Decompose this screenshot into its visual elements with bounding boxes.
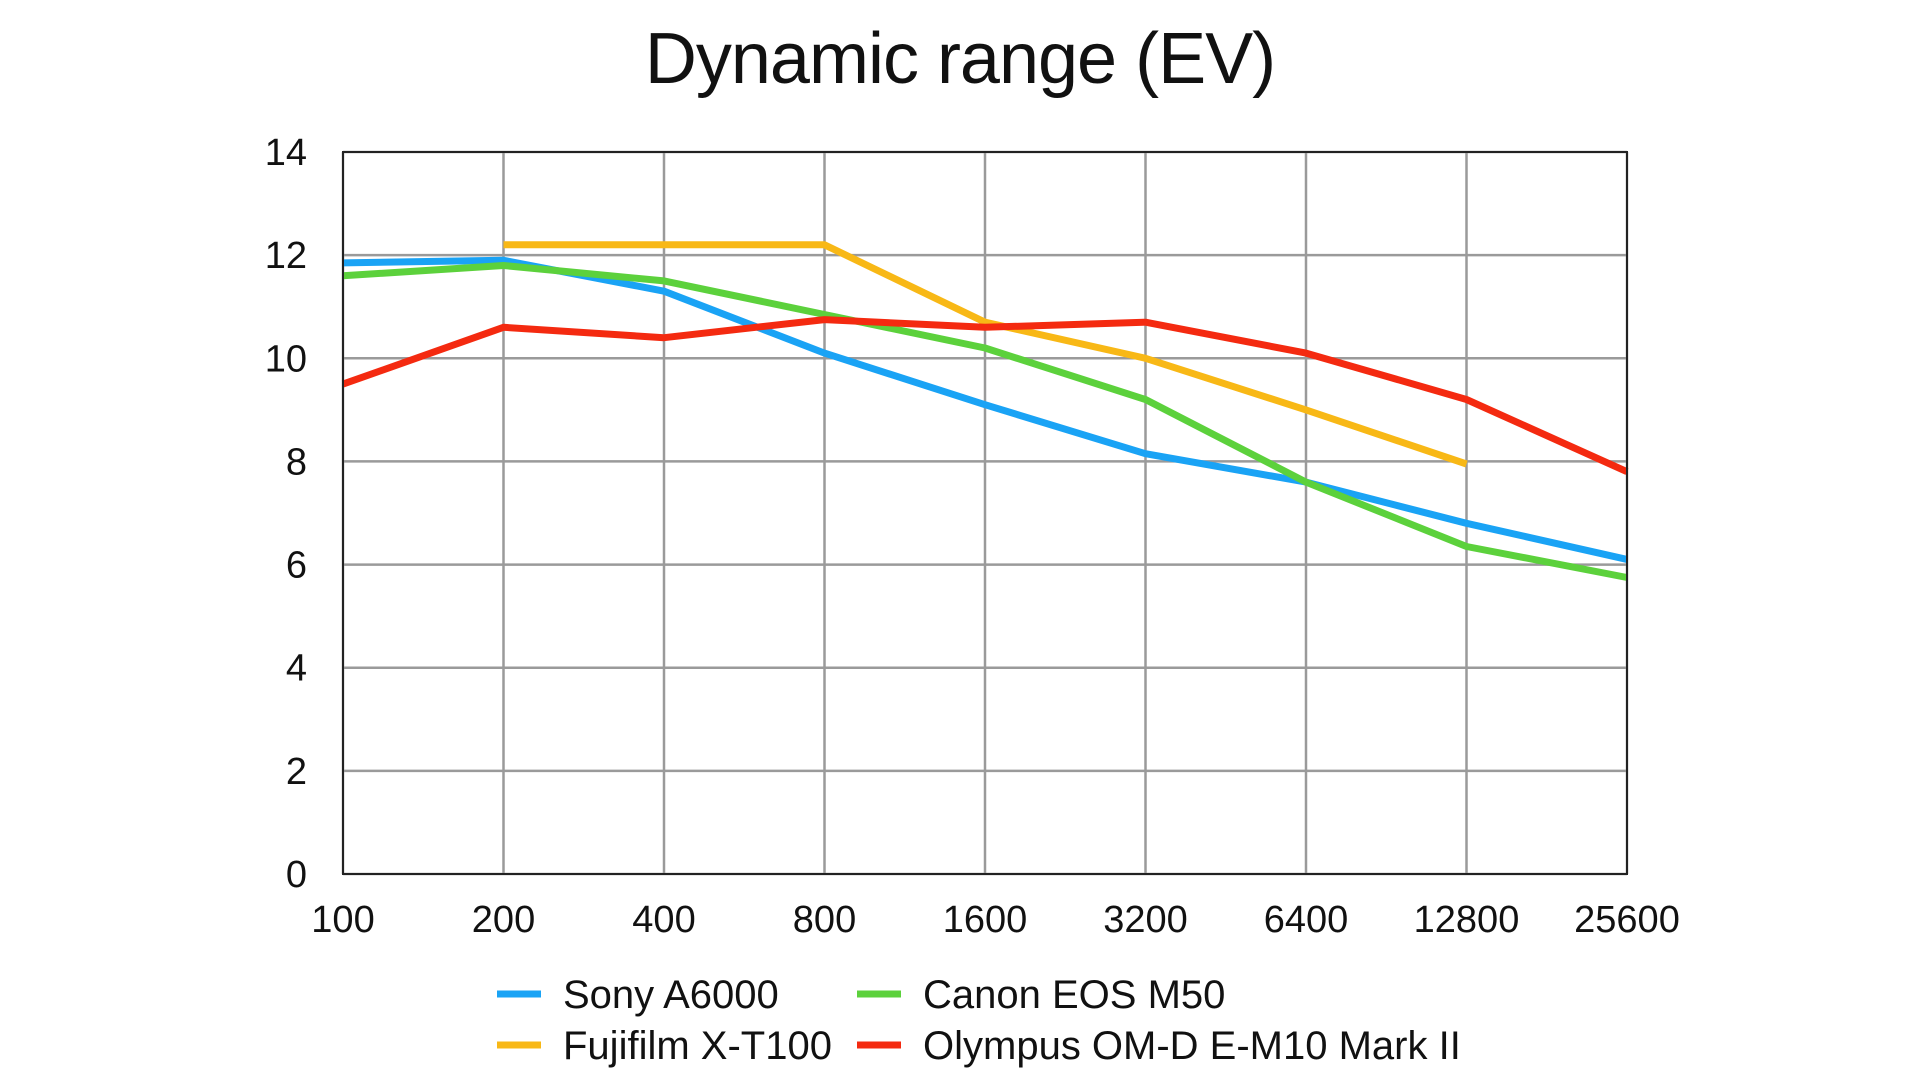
- y-tick-label: 2: [286, 751, 307, 793]
- y-axis-ticks: 0 2 4 6 8 10 12 14: [265, 132, 307, 896]
- legend-label: Fujifilm X-T100: [563, 1024, 832, 1068]
- legend-label: Sony A6000: [563, 973, 779, 1017]
- chart-title: Dynamic range (EV): [644, 19, 1276, 99]
- y-tick-label: 8: [286, 441, 307, 483]
- y-tick-label: 10: [265, 338, 307, 380]
- x-tick-label: 6400: [1264, 899, 1349, 941]
- series-layer: [341, 241, 1629, 581]
- x-tick-label: 100: [311, 899, 374, 941]
- x-tick-label: 1600: [943, 899, 1028, 941]
- y-tick-label: 4: [286, 648, 307, 690]
- series-line-2: [342, 262, 1628, 581]
- series-line-3: [341, 316, 1629, 475]
- legend-label: Canon EOS M50: [923, 973, 1225, 1017]
- plot-frame: [342, 151, 1628, 875]
- y-tick-label: 12: [265, 235, 307, 277]
- x-tick-label: 800: [793, 899, 856, 941]
- y-tick-label: 14: [265, 132, 307, 174]
- y-tick-label: 0: [286, 854, 307, 896]
- legend-label: Olympus OM-D E-M10 Mark II: [923, 1024, 1461, 1068]
- x-tick-label: 12800: [1414, 899, 1520, 941]
- series-line-1: [503, 241, 1468, 468]
- x-tick-label: 200: [472, 899, 535, 941]
- x-tick-label: 3200: [1103, 899, 1188, 941]
- x-tick-label: 25600: [1574, 899, 1680, 941]
- legend: Sony A6000 Fujifilm X-T100 Canon EOS M50 Ol…: [497, 973, 1461, 1068]
- y-tick-label: 6: [286, 545, 307, 587]
- x-tick-label: 400: [632, 899, 695, 941]
- x-axis-ticks: 100 200 400 800 1600 3200 6400 12800 25600: [311, 899, 1680, 941]
- plot-border: [342, 151, 1628, 875]
